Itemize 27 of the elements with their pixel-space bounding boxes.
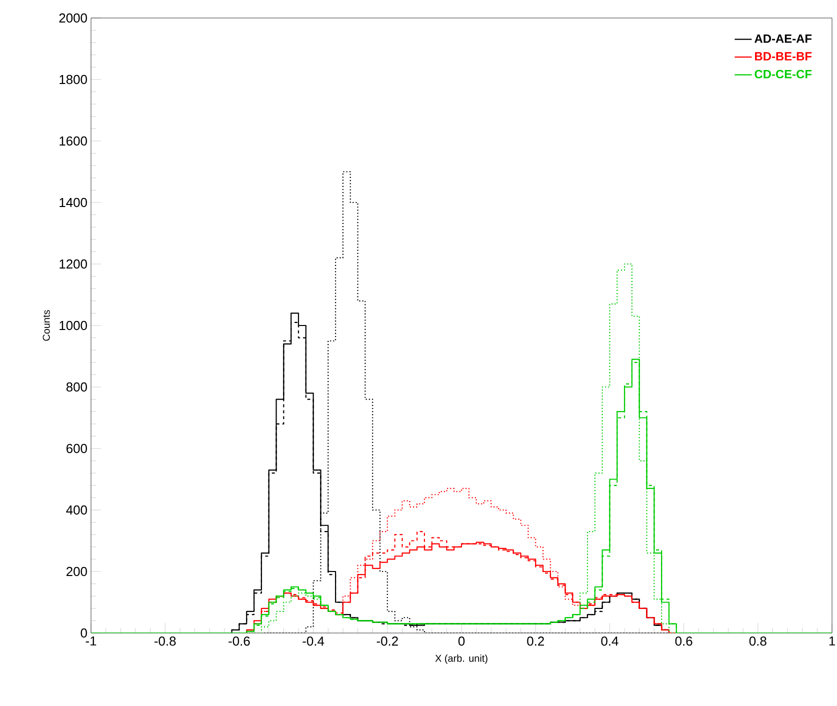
x-tick-label: -0.2 (376, 636, 398, 646)
x-tick-label: 0.4 (601, 636, 618, 646)
y-tick-label: 0 (80, 628, 87, 638)
y-tick-label: 1200 (60, 259, 87, 269)
x-tick-label: 0.8 (749, 636, 766, 646)
y-tick-label: 400 (66, 505, 87, 515)
x-tick-label: 0 (458, 636, 465, 646)
y-tick-label: 800 (66, 382, 87, 392)
y-tick-label: 2000 (59, 13, 87, 23)
y-tick-label: 1600 (60, 136, 87, 146)
x-tick-label: 1 (829, 636, 835, 646)
x-tick-label: 0.6 (675, 636, 692, 646)
y-tick-label: 600 (66, 444, 87, 454)
x-tick-label: -0.6 (228, 636, 250, 646)
legend-label: BD-BE-BF (755, 52, 812, 60)
y-tick-label: 1400 (60, 198, 87, 208)
legend-label: AD-AE-AF (754, 34, 812, 43)
x-tick-label: 0.2 (527, 636, 544, 646)
y-tick-label: 1000 (60, 320, 87, 330)
y-axis-title: Counts (42, 310, 50, 341)
legend-label: CD-CE-CF (754, 70, 812, 78)
y-tick-label: 200 (66, 566, 87, 576)
x-tick-label: -1 (86, 636, 96, 646)
y-tick-label: 1800 (60, 74, 87, 84)
x-tick-label: -0.4 (302, 636, 324, 646)
x-tick-label: -0.8 (154, 636, 176, 646)
x-axis-title: X (arb. unit) (435, 654, 488, 664)
